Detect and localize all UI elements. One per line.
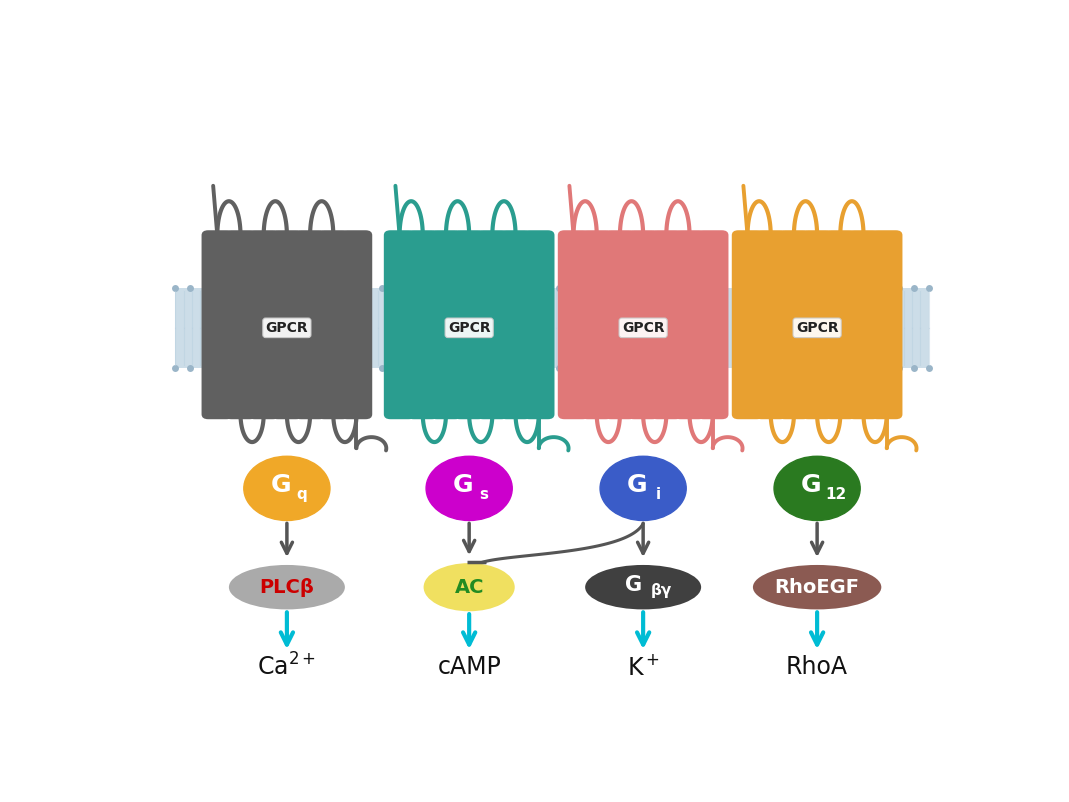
FancyBboxPatch shape: [802, 230, 833, 419]
Text: Ca$^{2+}$: Ca$^{2+}$: [258, 654, 316, 681]
Text: q: q: [296, 487, 307, 502]
Text: GPCR: GPCR: [265, 321, 308, 334]
Text: PLCβ: PLCβ: [260, 577, 314, 597]
FancyBboxPatch shape: [407, 230, 438, 419]
Text: G: G: [628, 473, 648, 497]
Text: GPCR: GPCR: [448, 321, 491, 334]
Ellipse shape: [229, 565, 345, 610]
FancyBboxPatch shape: [604, 230, 636, 419]
Text: cAMP: cAMP: [437, 655, 501, 679]
FancyBboxPatch shape: [477, 230, 508, 419]
FancyBboxPatch shape: [224, 230, 257, 419]
FancyBboxPatch shape: [294, 230, 326, 419]
Circle shape: [244, 456, 330, 520]
Text: GPCR: GPCR: [795, 321, 838, 334]
Ellipse shape: [585, 565, 701, 610]
FancyBboxPatch shape: [732, 230, 763, 419]
Circle shape: [600, 456, 686, 520]
Text: RhoA: RhoA: [786, 655, 848, 679]
FancyBboxPatch shape: [697, 230, 728, 419]
Text: 12: 12: [825, 487, 847, 502]
FancyBboxPatch shape: [673, 230, 706, 419]
FancyBboxPatch shape: [558, 230, 589, 419]
FancyBboxPatch shape: [384, 230, 415, 419]
Circle shape: [774, 456, 861, 520]
FancyBboxPatch shape: [317, 230, 348, 419]
Circle shape: [427, 456, 512, 520]
Text: βγ: βγ: [651, 583, 672, 598]
FancyBboxPatch shape: [430, 230, 462, 419]
Text: G: G: [801, 473, 822, 497]
FancyBboxPatch shape: [453, 230, 485, 419]
Text: GPCR: GPCR: [622, 321, 665, 334]
Text: AC: AC: [454, 577, 484, 597]
FancyBboxPatch shape: [341, 230, 372, 419]
FancyBboxPatch shape: [848, 230, 879, 419]
Text: RhoEGF: RhoEGF: [775, 577, 859, 597]
Text: K$^+$: K$^+$: [626, 655, 660, 680]
Text: G: G: [270, 473, 292, 497]
FancyBboxPatch shape: [871, 230, 902, 419]
FancyBboxPatch shape: [582, 230, 613, 419]
FancyBboxPatch shape: [755, 230, 787, 419]
FancyBboxPatch shape: [175, 288, 929, 368]
Ellipse shape: [753, 565, 881, 610]
FancyBboxPatch shape: [272, 230, 303, 419]
Text: G: G: [624, 575, 641, 595]
Ellipse shape: [423, 563, 515, 611]
FancyBboxPatch shape: [248, 230, 279, 419]
Text: s: s: [480, 487, 489, 502]
Text: i: i: [655, 487, 661, 502]
FancyBboxPatch shape: [824, 230, 856, 419]
FancyBboxPatch shape: [651, 230, 682, 419]
FancyBboxPatch shape: [778, 230, 809, 419]
FancyBboxPatch shape: [202, 230, 233, 419]
FancyBboxPatch shape: [500, 230, 531, 419]
FancyBboxPatch shape: [523, 230, 555, 419]
Text: G: G: [453, 473, 474, 497]
FancyBboxPatch shape: [628, 230, 659, 419]
